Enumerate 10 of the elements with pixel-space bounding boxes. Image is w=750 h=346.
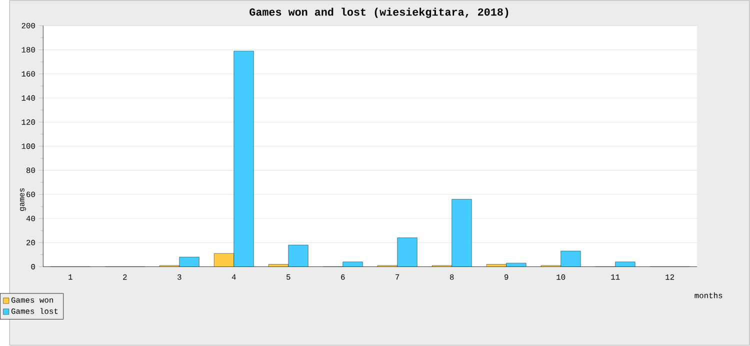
bar — [452, 199, 472, 267]
bar — [214, 254, 234, 267]
bar — [615, 262, 636, 267]
bar — [179, 257, 200, 267]
bar — [342, 262, 363, 267]
bar — [560, 251, 581, 267]
bar — [397, 238, 418, 267]
chart-title: Games won and lost (wiesiekgitara, 2018) — [250, 8, 508, 18]
bar — [234, 51, 254, 267]
bar — [288, 245, 308, 267]
